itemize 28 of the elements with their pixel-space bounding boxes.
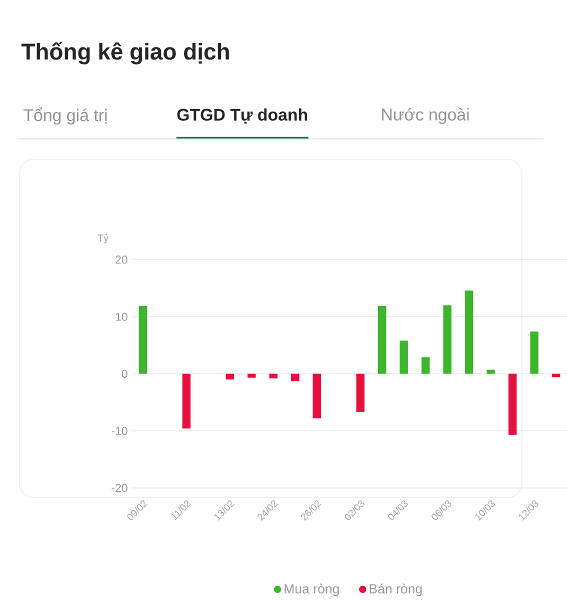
bar bbox=[312, 374, 321, 418]
bar bbox=[356, 374, 364, 412]
y-tick-label: 20 bbox=[115, 256, 128, 264]
chart-title: Thống kê giao dịch bbox=[21, 42, 229, 64]
y-tick-label: 10 bbox=[116, 312, 128, 321]
bar bbox=[508, 374, 517, 435]
bar bbox=[530, 332, 538, 374]
bar bbox=[378, 306, 386, 374]
bar bbox=[400, 340, 408, 374]
bar bbox=[290, 374, 300, 382]
y-tick-label: -20 bbox=[112, 484, 128, 492]
bar bbox=[486, 370, 495, 374]
bar bbox=[247, 374, 256, 378]
text: Nước ngoài bbox=[382, 108, 469, 124]
bar bbox=[226, 374, 234, 380]
bar bbox=[421, 357, 430, 374]
y-axis-title: Tỷ bbox=[98, 234, 108, 244]
bar bbox=[269, 374, 278, 378]
bar bbox=[464, 290, 474, 374]
legend-label: Mua ròng bbox=[284, 584, 339, 596]
text: Tổng giá trị bbox=[23, 107, 106, 125]
y-tick-label: 0 bbox=[122, 370, 128, 378]
chart-subtitle: GTGD Tự doanh bbox=[177, 108, 307, 124]
bar bbox=[182, 374, 190, 429]
bar bbox=[443, 305, 452, 374]
bar bbox=[138, 306, 147, 374]
y-tick-label: -10 bbox=[112, 426, 128, 435]
legend-label: Bán ròng bbox=[370, 584, 422, 596]
